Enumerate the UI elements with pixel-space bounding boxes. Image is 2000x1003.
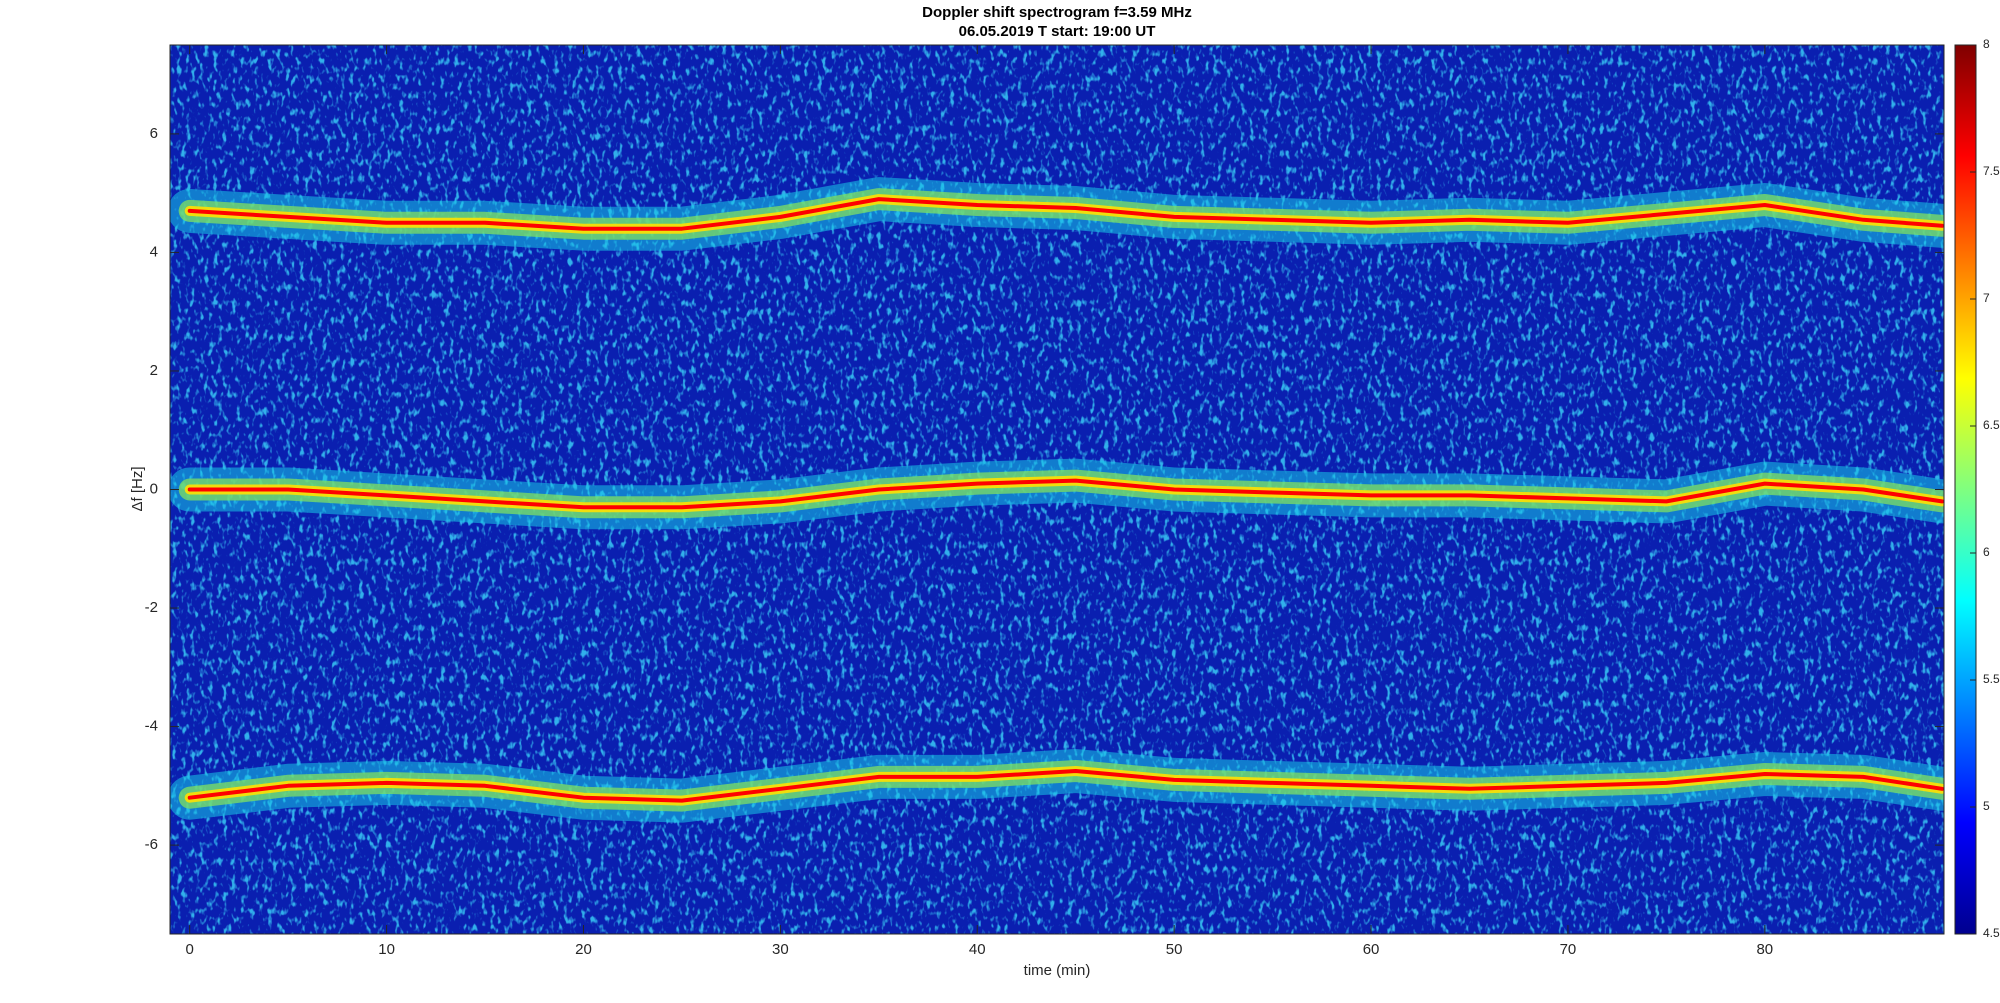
chart-title: Doppler shift spectrogram f=3.59 MHz [922, 4, 1192, 21]
colorbar-tick-label: 6.5 [1983, 418, 2000, 432]
x-tick-label: 50 [1166, 941, 1183, 958]
y-tick-label: -4 [145, 718, 158, 735]
colorbar-tick-label: 6 [1983, 545, 1990, 559]
x-tick-label: 40 [969, 941, 986, 958]
x-tick-label: 70 [1560, 941, 1577, 958]
x-axis-label: time (min) [1024, 962, 1091, 979]
colorbar [1954, 44, 1977, 935]
x-tick-label: 30 [772, 941, 789, 958]
x-tick-label: 10 [378, 941, 395, 958]
x-tick-label: 80 [1756, 941, 1773, 958]
chart-subtitle: 06.05.2019 T start: 19:00 UT [959, 23, 1156, 40]
y-tick-label: -6 [145, 836, 158, 853]
ridge-core [187, 197, 1944, 231]
y-axis-label: Δf [Hz] [129, 466, 146, 511]
x-tick-label: 20 [575, 941, 592, 958]
y-tick-label: 2 [150, 362, 158, 379]
y-tick-label: 4 [150, 243, 158, 260]
colorbar-tick-label: 5.5 [1983, 672, 2000, 686]
y-tick-label: 6 [150, 125, 158, 142]
colorbar-tick-label: 7.5 [1983, 164, 2000, 178]
ridge-core [187, 769, 1944, 803]
y-tick-label: 0 [150, 480, 158, 497]
colorbar-tick-label: 8 [1983, 37, 1990, 51]
x-tick-label: 60 [1363, 941, 1380, 958]
colorbar-tick-label: 7 [1983, 291, 1990, 305]
colorbar-tick-label: 5 [1983, 799, 1990, 813]
x-tick-label: 0 [186, 941, 194, 958]
colorbar-tick-label: 4.5 [1983, 926, 2000, 940]
plot-area [170, 177, 1944, 823]
y-tick-label: -2 [145, 599, 158, 616]
ridge-core [187, 478, 1944, 510]
